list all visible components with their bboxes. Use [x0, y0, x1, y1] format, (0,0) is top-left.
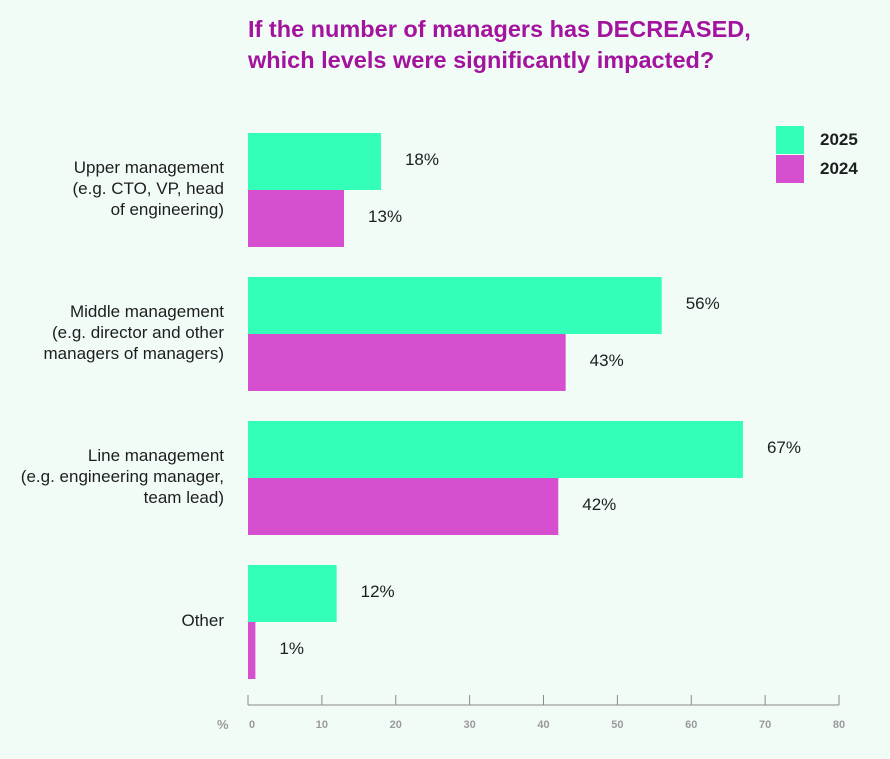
- legend-item-2024: 2024: [776, 155, 858, 183]
- chart-title: If the number of managers has DECREASED,…: [248, 14, 868, 76]
- bar-other-2025: [248, 565, 337, 622]
- x-tick-label-50: 50: [611, 719, 624, 731]
- x-tick-label-80: 80: [832, 719, 846, 731]
- bar-middle-management-2025: [248, 277, 662, 334]
- x-tick-label-70: 70: [759, 719, 772, 731]
- value-label-line-management-2024: 42%: [582, 494, 617, 514]
- category-label-line-management: Line management (e.g. engineering manage…: [20, 445, 224, 507]
- legend-swatch-2024: [776, 155, 804, 183]
- category-label-other: Other: [181, 610, 224, 630]
- legend: 2025 2024: [776, 126, 858, 184]
- x-tick-label-0: 0: [248, 719, 256, 731]
- legend-label-2024: 2024: [820, 159, 858, 178]
- x-tick-label-40: 40: [537, 719, 550, 731]
- bar-other-2024: [248, 622, 256, 679]
- bar-upper-management-2025: [248, 133, 381, 190]
- category-label-upper-management: Upper management (e.g. CTO, VP, head of …: [72, 157, 224, 219]
- value-label-middle-management-2025: 56%: [685, 293, 720, 313]
- x-tick-label-10: 10: [315, 719, 328, 731]
- value-label-other-2025: 12%: [360, 581, 395, 601]
- bar-upper-management-2024: [248, 190, 345, 247]
- bar-line-management-2025: [248, 421, 743, 478]
- x-tick-label-20: 20: [389, 719, 402, 731]
- category-label-middle-management: Middle management (e.g. director and oth…: [43, 301, 224, 363]
- chart-title-line-1: If the number of managers has DECREASED,: [248, 16, 751, 42]
- value-label-line-management-2025: 67%: [766, 437, 801, 457]
- legend-swatch-2025: [776, 126, 804, 154]
- value-label-other-2024: 1%: [279, 638, 304, 658]
- axis-unit-label: %: [217, 717, 229, 732]
- x-tick-label-30: 30: [463, 719, 476, 731]
- bar-line-management-2024: [248, 478, 559, 535]
- value-label-upper-management-2024: 13%: [368, 206, 403, 226]
- chart-title-line-2: which levels were significantly impacted…: [248, 47, 715, 73]
- bar-middle-management-2024: [248, 334, 566, 391]
- value-label-upper-management-2025: 18%: [404, 149, 439, 169]
- x-tick-label-60: 60: [685, 719, 698, 731]
- legend-item-2025: 2025: [776, 126, 858, 154]
- legend-label-2025: 2025: [820, 130, 858, 149]
- value-label-middle-management-2024: 43%: [589, 350, 624, 370]
